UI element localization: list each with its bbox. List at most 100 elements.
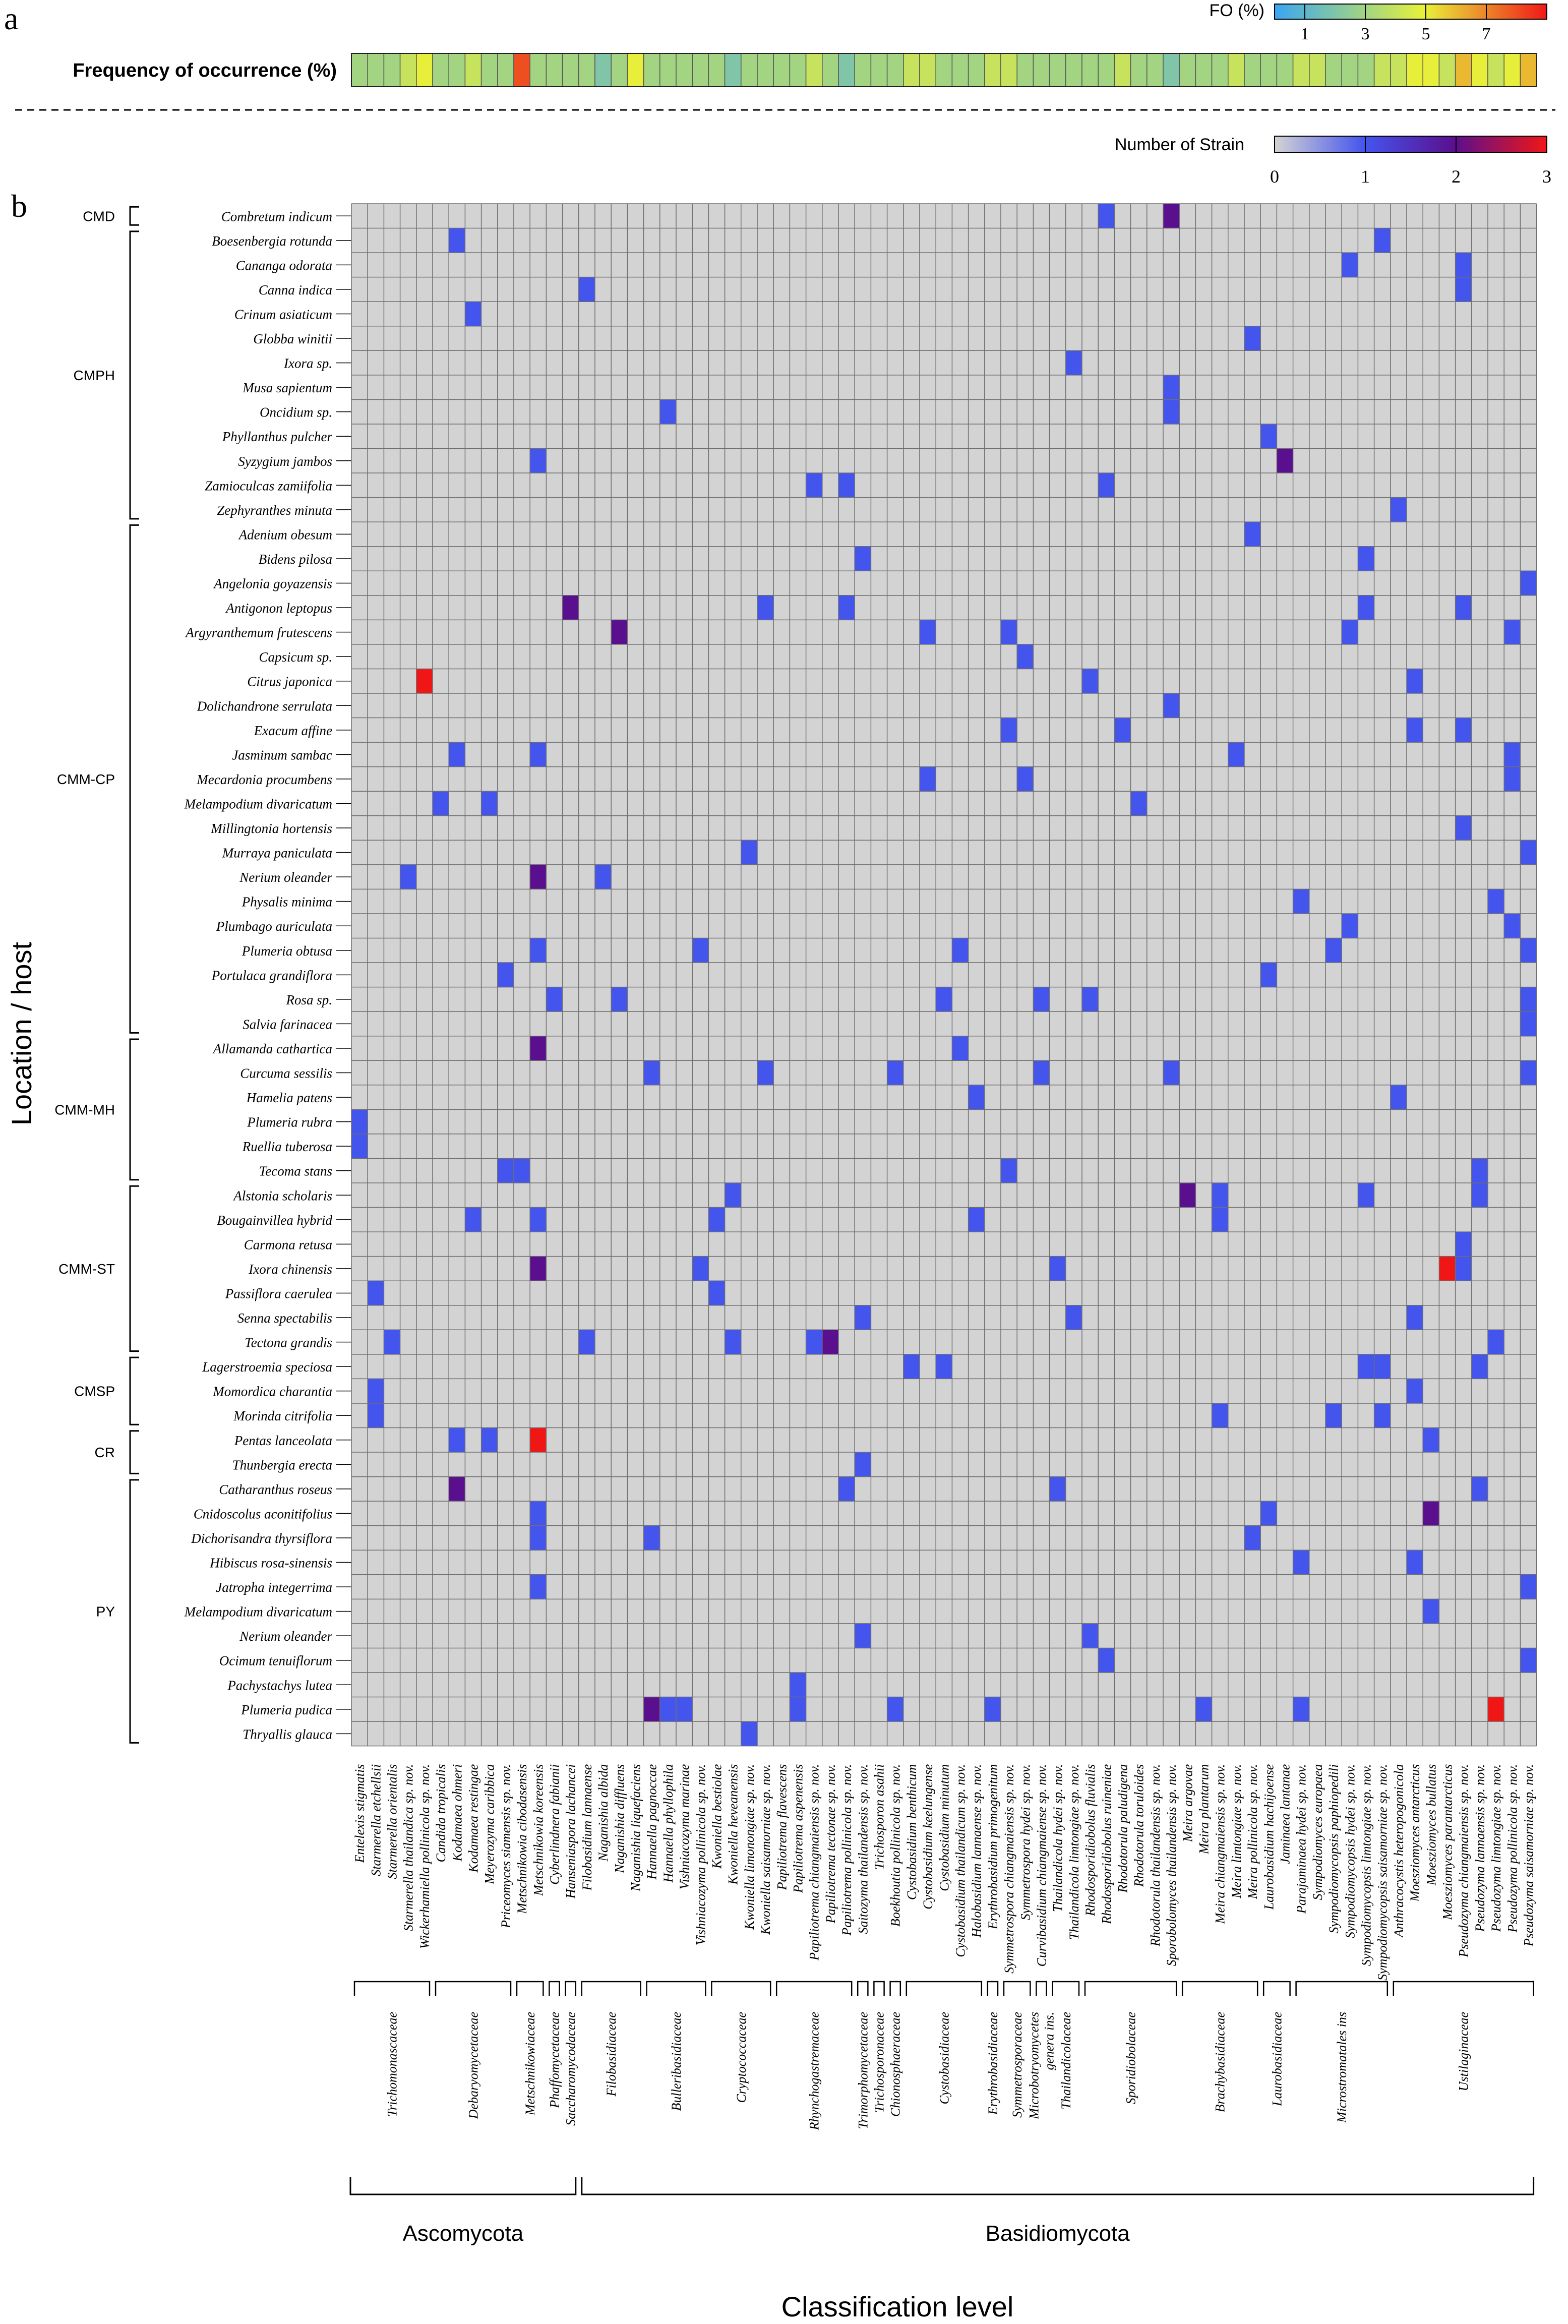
strain-legend: 0 1 2 3 bbox=[1270, 136, 1551, 187]
fo-cell bbox=[708, 53, 726, 87]
heatmap-cell bbox=[1163, 1060, 1180, 1085]
family-label: Bulleribasidiaceae bbox=[669, 2012, 684, 2111]
fo-cell bbox=[1357, 53, 1375, 87]
location-label: CMM-CP bbox=[57, 771, 115, 787]
host-label: Antigonon leptopus bbox=[225, 601, 332, 616]
fo-cell bbox=[1114, 53, 1131, 87]
host-label: Ocimum tenuiflorum bbox=[219, 1653, 332, 1668]
heatmap-cell bbox=[530, 448, 547, 473]
heatmap-cell bbox=[1455, 1232, 1472, 1257]
fo-cell bbox=[822, 53, 839, 87]
species-label: Meira pollinicola sp. nov. bbox=[1245, 1764, 1260, 1899]
heatmap-cell bbox=[855, 546, 871, 571]
strain-legend-tick-label: 0 bbox=[1270, 166, 1279, 187]
host-label: Pentas lanceolata bbox=[234, 1433, 332, 1448]
host-label: Oncidium sp. bbox=[260, 405, 332, 420]
heatmap-cell bbox=[530, 1525, 547, 1551]
panel-label-a: a bbox=[4, 1, 18, 36]
location-label: PY bbox=[96, 1604, 115, 1620]
fo-cell bbox=[1211, 53, 1229, 87]
species-label: Sympodiomycopsis saisamorniae sp. nov. bbox=[1375, 1764, 1390, 1981]
family-bracket bbox=[873, 1981, 885, 1996]
heatmap-cell bbox=[1001, 620, 1017, 644]
species-label: Metschnikowia cibodasensis bbox=[515, 1764, 529, 1915]
heatmap-cell bbox=[952, 1036, 969, 1061]
host-label: Bougainvillea hybrid bbox=[217, 1213, 332, 1228]
heatmap-cell bbox=[708, 1281, 725, 1305]
fo-cell bbox=[854, 53, 872, 87]
host-label: Bidens pilosa bbox=[259, 552, 332, 567]
fo-cell bbox=[432, 53, 449, 87]
heatmap-cell bbox=[984, 1697, 1001, 1722]
fo-cell bbox=[367, 53, 385, 87]
family-bracket bbox=[906, 1981, 983, 1996]
species-label: Symmetrospora hydei sp. nov. bbox=[1018, 1764, 1033, 1921]
heatmap-cell bbox=[530, 1036, 547, 1061]
location-bracket bbox=[129, 1185, 139, 1352]
species-label: Naganishia diffluens bbox=[612, 1764, 627, 1874]
host-label: Plumeria obtusa bbox=[242, 943, 332, 959]
family-bracket bbox=[1036, 1981, 1047, 1996]
heatmap-cell bbox=[1488, 1697, 1504, 1722]
heatmap-cell bbox=[741, 840, 757, 865]
family-bracket bbox=[353, 1981, 431, 1996]
heatmap-cell bbox=[1082, 669, 1099, 693]
fo-cell bbox=[1341, 53, 1359, 87]
family-bracket bbox=[646, 1981, 706, 1996]
heatmap-grid bbox=[351, 203, 1537, 1747]
fo-cell bbox=[1016, 53, 1034, 87]
host-label: Catharanthus roseus bbox=[219, 1482, 332, 1497]
family-label: Laurobasidiaceae bbox=[1270, 2012, 1284, 2107]
heatmap-cell bbox=[1407, 718, 1423, 743]
family-label: Cryptococcaceae bbox=[734, 2012, 749, 2103]
heatmap-cell bbox=[465, 1207, 481, 1232]
heatmap-cell bbox=[1407, 1550, 1423, 1575]
host-label: Plumbago auriculata bbox=[216, 919, 332, 934]
species-label: Starmerella etchellsii bbox=[369, 1764, 383, 1876]
phylum-label: Basidiomycota bbox=[986, 2221, 1130, 2246]
fo-cell bbox=[886, 53, 904, 87]
heatmap-cell bbox=[1244, 1525, 1261, 1551]
heatmap-cell bbox=[1342, 913, 1358, 938]
host-label: Thunbergia erecta bbox=[232, 1457, 332, 1472]
species-label: Moesziomyces bullatus bbox=[1424, 1764, 1438, 1886]
species-label: Pseudozyma chiangmaiensis sp. nov. bbox=[1457, 1764, 1471, 1958]
heatmap-cell bbox=[1325, 938, 1342, 963]
host-label: Dolichandrone serrulata bbox=[197, 698, 332, 713]
fo-cell bbox=[1163, 53, 1180, 87]
host-label: Syzygium jambos bbox=[238, 454, 332, 469]
heatmap-cell bbox=[1212, 1207, 1228, 1232]
fo-cell bbox=[578, 53, 595, 87]
fo-cell bbox=[903, 53, 920, 87]
fo-cell bbox=[1390, 53, 1407, 87]
heatmap-cell bbox=[887, 1060, 903, 1085]
heatmap-cell bbox=[368, 1281, 384, 1305]
location-bracket bbox=[129, 206, 139, 226]
heatmap-cell bbox=[1455, 1256, 1472, 1281]
species-label: Jaminaea lantanae bbox=[1278, 1764, 1293, 1865]
strain-legend-tick-label: 2 bbox=[1452, 166, 1461, 187]
heatmap-cell bbox=[1098, 473, 1115, 498]
species-label: Meira chiangmaiensis sp. nov. bbox=[1213, 1764, 1228, 1925]
family-bracket bbox=[1262, 1981, 1291, 1996]
fo-cell bbox=[643, 53, 660, 87]
fo-cell bbox=[1081, 53, 1099, 87]
fo-cell bbox=[562, 53, 579, 87]
phylum-groups: Ascomycota Basidiomycota bbox=[349, 2177, 1535, 2246]
heatmap-cell bbox=[725, 1183, 741, 1208]
fo-cell bbox=[399, 53, 417, 87]
fo-cell bbox=[1422, 53, 1440, 87]
heatmap-cell bbox=[530, 1207, 547, 1232]
location-label: CMD bbox=[83, 208, 115, 224]
species-label: Anthracocystis heteropogonicola bbox=[1392, 1764, 1406, 1938]
heatmap-cell bbox=[1374, 228, 1391, 253]
phylum-bracket bbox=[349, 2177, 577, 2195]
location-label: CMM-ST bbox=[58, 1261, 115, 1277]
host-label: Adenium obesum bbox=[238, 527, 332, 542]
heatmap-cell bbox=[449, 1427, 465, 1453]
fo-cell bbox=[773, 53, 791, 87]
host-label: Hibiscus rosa-sinensis bbox=[209, 1556, 332, 1571]
host-label: Tectona grandis bbox=[245, 1335, 332, 1350]
heatmap-cell bbox=[643, 1525, 660, 1551]
heatmap-cell bbox=[368, 1379, 384, 1403]
